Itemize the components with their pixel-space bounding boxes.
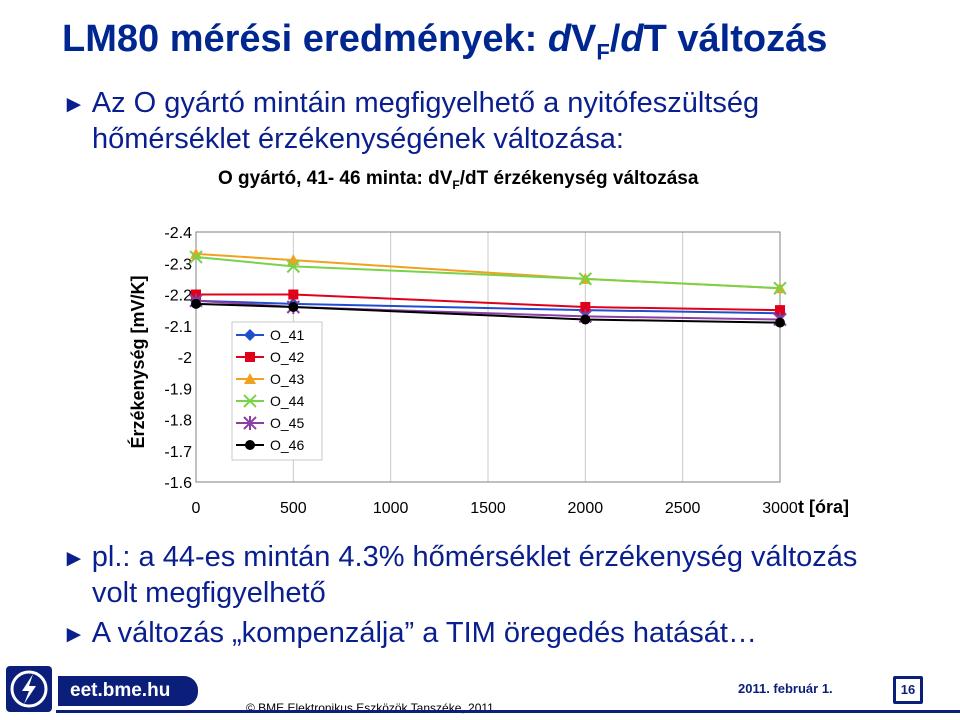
bme-logo-icon — [6, 666, 52, 712]
title-d1: d — [547, 18, 572, 60]
bullet-arrow-icon: ► — [62, 545, 86, 572]
title-slash: / — [609, 18, 621, 60]
series-line — [195, 302, 781, 324]
legend-label: O_45 — [270, 415, 304, 431]
legend-item-O_45: O_45 — [236, 415, 304, 431]
data-point — [191, 298, 201, 309]
marker-stroke — [578, 272, 593, 286]
bullet-3: ► A változás „kompenzálja” a TIM öregedés… — [62, 616, 757, 652]
title-d2: d — [620, 18, 644, 60]
legend-item-O_42: O_42 — [236, 349, 304, 365]
data-point — [189, 250, 203, 264]
series-layer — [189, 247, 787, 328]
bullet-3-line1: A változás „kompenzálja” a TIM öregedés … — [91, 617, 757, 649]
page-number: 16 — [896, 679, 920, 701]
bullet-arrow-icon: ► — [62, 91, 86, 118]
chart-title-sub: F — [452, 177, 460, 192]
legend-label: O_41 — [270, 327, 304, 343]
bullet-1-line2: hőmérséklet érzékenységének változása: — [92, 123, 624, 155]
legend-label: O_44 — [270, 393, 304, 409]
plot-area — [195, 231, 781, 483]
bullet-arrow-icon: ► — [62, 621, 86, 648]
legend-marker — [244, 329, 256, 341]
series-O_46 — [191, 298, 785, 328]
legend-box — [231, 321, 323, 461]
y-tick-label: -1.7 — [164, 444, 192, 461]
bullet-1: ► Az O gyártó mintáin megfigyelhető a nyi… — [62, 86, 759, 156]
legend-marker — [243, 416, 257, 430]
legend-label: O_46 — [270, 437, 304, 453]
title-prefix: LM80 mérési eredmények: — [62, 18, 548, 60]
x-tick-label: 1000 — [373, 500, 409, 517]
x-axis-label: t [óra] — [798, 497, 849, 517]
x-tick-label: 1500 — [470, 500, 506, 517]
y-tick-label: -2 — [178, 350, 192, 367]
y-tick-label: -2.1 — [164, 319, 192, 336]
y-tick-label: -1.9 — [164, 381, 192, 398]
y-tick-label: -1.8 — [164, 413, 192, 430]
series-line — [195, 256, 781, 290]
chart-title: O gyártó, 41- 46 minta: dVF/dT érzékenys… — [218, 168, 698, 192]
data-point — [578, 272, 593, 286]
y-axis-label: Érzékenység [mV/K] — [127, 275, 148, 448]
data-point — [773, 281, 787, 295]
series-line — [195, 299, 781, 315]
title-suffix: T változás — [643, 18, 828, 60]
footer-line — [56, 710, 960, 713]
marker-stroke — [189, 250, 203, 264]
x-tick-label: 0 — [192, 500, 201, 517]
page-number-box: 16 — [893, 676, 923, 704]
data-point — [775, 305, 785, 316]
y-ticks: -2.4 -2.3 -2.2 -2.1 -2 -1.9 -1.8 -1.7 -1.6 — [164, 225, 192, 492]
bullet-2-line1: pl.: a 44-es mintán 4.3% hőmérséklet érz… — [91, 541, 858, 573]
data-point — [775, 317, 785, 328]
title-v: V — [571, 18, 597, 60]
slide-title: LM80 mérési eredmények: dVF/dT változás — [62, 18, 827, 66]
data-point — [580, 314, 591, 325]
data-point — [288, 302, 299, 312]
bullet-1-line1: Az O gyártó mintáin megfigyelhető a nyit… — [91, 87, 760, 119]
title-sub: F — [596, 39, 610, 65]
data-point — [288, 289, 299, 300]
y-tick-label: -1.6 — [164, 475, 192, 492]
y-tick-label: -2.3 — [164, 256, 192, 273]
marker-stroke — [243, 394, 257, 408]
legend-item-O_41: O_41 — [236, 327, 304, 343]
data-point — [286, 259, 301, 274]
chart-title-prefix: O gyártó, 41- 46 minta: dV — [218, 168, 453, 189]
legend-item-O_43: O_43 — [236, 371, 304, 387]
x-tick-label: 500 — [280, 500, 307, 517]
logo-text: eet.bme.hu — [58, 676, 198, 706]
legend-label: O_42 — [270, 349, 304, 365]
legend-label: O_43 — [270, 371, 304, 387]
series-line — [195, 299, 781, 321]
marker-stroke — [773, 281, 787, 295]
legend-item-O_46: O_46 — [236, 437, 304, 453]
x-tick-label: 2000 — [568, 500, 604, 517]
data-point — [580, 302, 591, 312]
legend: O_41 O_42 O_43 O_44 O_45 O_46 — [231, 321, 323, 461]
chart-title-suffix: /dT érzékenység változása — [459, 168, 699, 189]
data-point — [190, 247, 202, 259]
date: 2011. február 1. — [738, 681, 833, 696]
x-ticks: 0 500 1000 1500 2000 2500 3000 — [192, 500, 798, 517]
legend-item-O_44: O_44 — [236, 393, 304, 409]
marker-stroke — [286, 259, 301, 274]
legend-marker — [244, 373, 256, 384]
series-line — [196, 293, 781, 312]
x-tick-label: 3000 — [762, 500, 798, 517]
bullet-2: ► pl.: a 44-es mintán 4.3% hőmérséklet ér… — [62, 540, 857, 610]
bullet-2-line2: volt megfigyelhető — [92, 577, 326, 609]
legend-marker — [245, 352, 255, 362]
x-tick-label: 2500 — [665, 500, 701, 517]
y-tick-label: -2.4 — [164, 225, 192, 242]
y-tick-label: -2.2 — [164, 288, 192, 305]
legend-marker — [245, 440, 255, 450]
series-O_44 — [189, 250, 787, 295]
legend-marker — [243, 394, 257, 408]
